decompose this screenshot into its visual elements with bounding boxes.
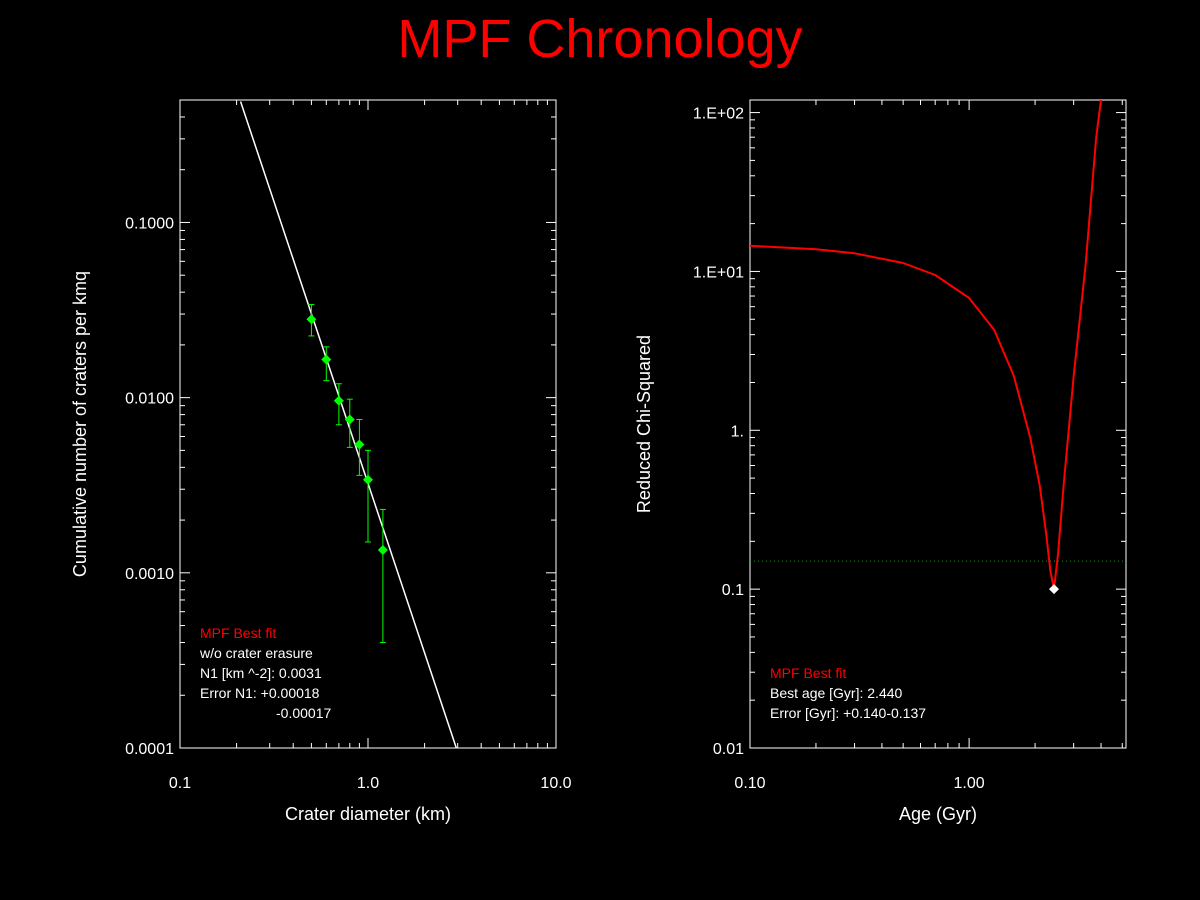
right-plot-frame — [749, 99, 1127, 749]
page-title: MPF Chronology — [397, 9, 803, 69]
left-y-axis-label: Cumulative number of craters per kmq — [70, 271, 90, 577]
left-x-tick-label: 1.0 — [357, 775, 379, 792]
right-annotation-line-2: Error [Gyr]: +0.140-0.137 — [770, 705, 926, 721]
data-point — [377, 544, 388, 555]
best-age-point — [1048, 584, 1059, 595]
right-chi-curve — [749, 99, 1102, 591]
left-y-tick-label: 0.0001 — [125, 741, 174, 758]
left-annotation-label: MPF Best fit — [200, 625, 276, 641]
right-best-point — [1048, 584, 1059, 595]
right-x-axis-label: Age (Gyr) — [899, 804, 977, 824]
left-y-tick-label: 0.0100 — [125, 391, 174, 408]
left-y-tick-label: 0.0010 — [125, 566, 174, 583]
data-point — [321, 354, 332, 365]
right-y-tick-label: 0.01 — [713, 741, 744, 758]
data-point — [354, 439, 365, 450]
right-y-tick-label: 0.1 — [722, 582, 744, 599]
left-annotation-line-4: -0.00017 — [276, 705, 331, 721]
left-y-tick-label: 0.1000 — [125, 215, 174, 232]
fit-line — [239, 101, 458, 749]
data-point — [344, 414, 355, 425]
right-ticks: 0.10 1.00 0.01 0.1 1. 1.E+01 1.E+02 — [693, 100, 1126, 792]
left-annotation-line-2: N1 [km ^-2]: 0.0031 — [200, 665, 322, 681]
right-chart-panel: 0.10 1.000.010.11.1.E+011.E+02 Age (Gyr) … — [634, 99, 1127, 824]
right-y-axis-label: Reduced Chi-Squared — [634, 335, 654, 513]
left-x-axis-label: Crater diameter (km) — [285, 804, 451, 824]
left-ticks: 0.1 1.0 10.0 0.0001 0.0010 0.0100 0.1000 — [125, 99, 572, 792]
left-data-points — [306, 304, 388, 644]
data-point — [363, 474, 373, 485]
right-annotation: MPF Best fit Best age [Gyr]: 2.440 Error… — [770, 665, 926, 721]
right-y-tick-label: 1.E+02 — [693, 106, 744, 123]
right-x-tick-label: 1.00 — [954, 775, 985, 792]
right-annotation-line-1: Best age [Gyr]: 2.440 — [770, 685, 903, 701]
left-annotation-line-1: w/o crater erasure — [199, 645, 313, 661]
right-y-tick-label: 1.E+01 — [693, 264, 744, 281]
right-x-tick-label: 0.10 — [734, 775, 765, 792]
left-x-tick-label: 0.1 — [169, 775, 191, 792]
left-chart-panel: 0.1 1.0 10.0 0.0001 0.0010 0.0100 0.1000 Crate… — [70, 99, 572, 824]
right-y-tick-label: 1. — [731, 423, 744, 440]
data-point — [333, 395, 344, 406]
chi-squared-curve — [749, 99, 1102, 591]
left-fit-line — [239, 101, 458, 749]
left-x-tick-label: 10.0 — [540, 775, 571, 792]
data-point — [306, 314, 317, 325]
left-annotation-line-3: Error N1: +0.00018 — [200, 685, 320, 701]
left-annotation: MPF Best fit w/o crater erasure N1 [km ^… — [199, 625, 331, 721]
right-annotation-label: MPF Best fit — [770, 665, 846, 681]
